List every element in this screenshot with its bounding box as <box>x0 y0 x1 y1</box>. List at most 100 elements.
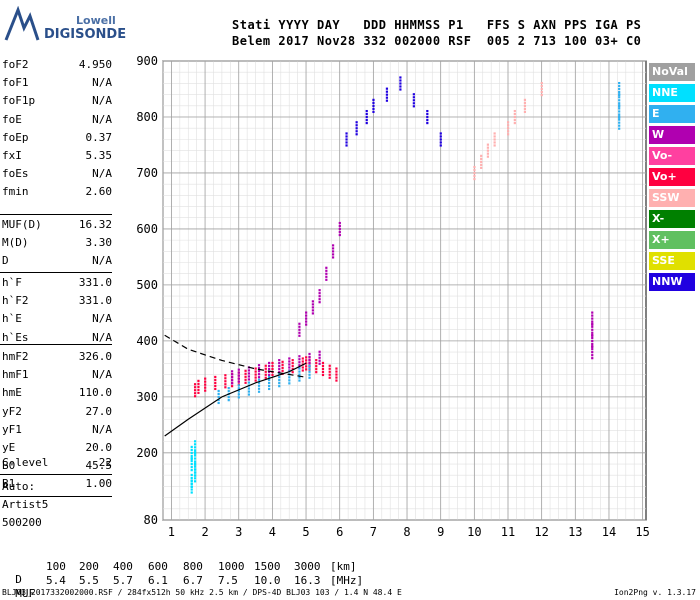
echo-point <box>217 401 220 405</box>
echo-point <box>197 391 200 394</box>
echo-point <box>355 121 358 124</box>
echo-point <box>288 357 291 360</box>
echo-point <box>513 109 516 113</box>
echo-point <box>305 323 308 326</box>
x-tick-label: 11 <box>501 525 515 539</box>
echo-point <box>591 317 594 320</box>
echo-point <box>281 360 284 363</box>
param-hme: hmE 110.0 <box>2 386 112 404</box>
echo-point <box>399 88 402 91</box>
distance-value: 200 <box>79 560 99 573</box>
echo-point <box>193 468 197 471</box>
echo-point <box>618 107 621 110</box>
echo-point <box>328 373 331 376</box>
echo-point <box>190 445 193 449</box>
echo-point <box>193 457 197 460</box>
echo-point <box>480 154 483 157</box>
echo-point <box>426 118 429 122</box>
legend-vo: Vo+ <box>649 168 695 186</box>
echo-point <box>305 356 308 359</box>
echo-point <box>385 93 389 96</box>
echo-point <box>264 373 267 376</box>
echo-point <box>385 87 389 90</box>
echo-point <box>224 374 227 377</box>
y-tick-label: 700 <box>136 166 158 180</box>
echo-point <box>618 124 621 127</box>
echo-point <box>372 107 375 110</box>
echo-point <box>301 369 304 372</box>
param-fxi: fxI 5.35 <box>2 149 112 167</box>
echo-point <box>618 93 621 97</box>
echo-point <box>298 322 301 325</box>
echo-point <box>399 82 402 85</box>
echo-point <box>291 371 294 374</box>
echo-point <box>278 385 281 388</box>
echo-point <box>523 98 527 101</box>
param-name: foE <box>2 112 22 126</box>
echo-point <box>331 244 335 247</box>
echo-point <box>305 317 308 320</box>
echo-point <box>618 102 621 105</box>
param-value: 3.30 <box>85 236 113 250</box>
echo-point <box>237 390 240 393</box>
echo-point <box>513 112 516 116</box>
profile-curve <box>164 362 307 437</box>
echo-point <box>281 369 284 372</box>
echo-point <box>278 373 281 376</box>
echo-point <box>254 370 257 373</box>
muf-value: 5.7 <box>113 574 133 587</box>
echo-point <box>298 334 301 337</box>
distance-value: 1500 <box>254 560 281 573</box>
echo-point <box>298 376 301 379</box>
echo-point <box>231 376 234 379</box>
echo-point <box>311 312 314 315</box>
echo-point <box>278 365 281 368</box>
echo-point <box>237 368 240 371</box>
echo-point <box>618 99 621 102</box>
param-name: foF2 <box>2 58 29 71</box>
echo-point <box>190 469 193 472</box>
param-hf: h`F 331.0 <box>2 276 112 294</box>
echo-point <box>190 482 193 486</box>
echo-point <box>190 448 193 452</box>
echo-point <box>507 133 510 136</box>
param-yf1: yF1 N/A <box>2 423 112 441</box>
echo-point <box>278 359 281 362</box>
x-tick-label: 7 <box>370 525 377 539</box>
muf-label: MUF <box>15 587 36 600</box>
echo-point <box>338 227 341 231</box>
echo-point <box>308 355 311 359</box>
x-tick-label: 12 <box>534 525 548 539</box>
echo-point <box>507 130 510 133</box>
param-value: 4.950 <box>78 58 112 71</box>
echo-point <box>335 370 338 373</box>
echo-point <box>268 364 271 368</box>
y-tick-label: 200 <box>136 446 158 460</box>
echo-point <box>193 477 197 480</box>
param-value: N/A <box>92 330 112 344</box>
echo-point <box>244 381 247 384</box>
legend-e: E <box>649 105 695 123</box>
echo-point <box>214 384 217 388</box>
echo-point <box>523 104 527 107</box>
echo-point <box>268 387 271 391</box>
echo-point <box>439 138 442 141</box>
echo-point <box>308 358 311 362</box>
echo-point <box>271 361 274 365</box>
echo-point <box>618 110 621 113</box>
echo-point <box>298 379 301 382</box>
param-foe: foE N/A <box>2 113 112 131</box>
echo-point <box>345 132 348 135</box>
echo-point <box>540 81 543 85</box>
echo-point <box>338 224 341 228</box>
echo-point <box>298 328 301 331</box>
x-tick-label: 8 <box>403 525 410 539</box>
param-separator <box>0 474 112 475</box>
echo-point <box>372 98 375 101</box>
echo-point <box>412 96 415 99</box>
echo-point <box>231 379 234 382</box>
echo-point <box>257 376 261 379</box>
echo-point <box>214 381 217 385</box>
muf-value: 10.0 <box>254 574 281 587</box>
echo-point <box>493 138 496 141</box>
